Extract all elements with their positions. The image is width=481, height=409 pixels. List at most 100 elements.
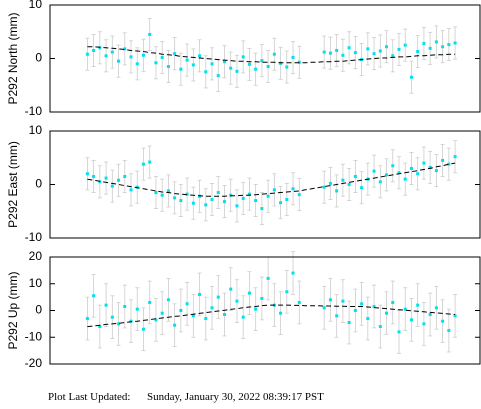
data-point — [285, 65, 289, 69]
data-point — [148, 300, 152, 304]
data-point — [434, 306, 438, 310]
y-tick-label: -10 — [25, 329, 43, 343]
data-point — [434, 169, 438, 173]
data-point — [216, 74, 220, 78]
data-point — [229, 66, 233, 70]
data-point — [154, 61, 158, 65]
data-point — [92, 48, 96, 52]
data-point — [347, 321, 351, 325]
data-point — [85, 52, 89, 56]
data-point — [353, 174, 357, 178]
y-tick-label: 10 — [29, 0, 43, 11]
data-point — [160, 193, 164, 197]
data-point — [428, 46, 432, 50]
data-point — [297, 60, 301, 64]
data-point — [335, 314, 339, 318]
data-point — [391, 54, 395, 58]
y-axis-label: P292 Up (mm) — [6, 271, 20, 349]
data-point — [104, 176, 108, 180]
data-point — [210, 197, 214, 201]
data-point — [141, 53, 145, 57]
data-point — [378, 180, 382, 184]
panel: P292 East (mm) -10 0 10 — [6, 123, 481, 244]
data-point — [235, 299, 239, 303]
data-point — [422, 161, 426, 165]
data-point — [229, 287, 233, 291]
data-point — [204, 317, 208, 321]
data-point — [135, 62, 139, 66]
data-point — [204, 203, 208, 207]
data-point — [428, 165, 432, 169]
y-tick-label: 20 — [29, 249, 43, 263]
data-point — [397, 47, 401, 51]
data-point — [403, 177, 407, 181]
data-point — [366, 317, 370, 321]
data-point — [328, 298, 332, 302]
data-point — [222, 313, 226, 317]
data-point — [447, 162, 451, 166]
data-point — [191, 314, 195, 318]
trend-line — [87, 304, 456, 328]
data-point — [279, 201, 283, 205]
data-point — [185, 302, 189, 306]
data-point — [347, 183, 351, 186]
data-point — [297, 300, 301, 304]
y-tick-label: -10 — [25, 104, 43, 118]
data-point — [266, 194, 270, 198]
data-point — [341, 178, 345, 182]
data-point — [391, 164, 395, 168]
data-point — [285, 197, 289, 201]
data-point — [135, 185, 139, 189]
data-point — [385, 45, 389, 49]
trend-line — [87, 46, 456, 64]
y-tick-label: 10 — [29, 276, 43, 290]
data-point — [166, 189, 170, 193]
data-point — [291, 271, 295, 275]
panel: P292 North (mm) -10 0 10 — [6, 0, 481, 118]
y-axis-label: P292 East (mm) — [6, 141, 20, 228]
data-point — [372, 169, 376, 173]
data-point — [198, 194, 202, 198]
data-point — [173, 52, 177, 56]
data-point — [135, 307, 139, 311]
data-point — [191, 201, 195, 205]
plot-frame — [49, 130, 481, 239]
data-point — [198, 292, 202, 296]
data-point — [328, 181, 332, 185]
data-point — [366, 47, 370, 51]
data-point — [110, 184, 114, 188]
data-point — [110, 50, 114, 54]
data-point — [441, 158, 445, 162]
y-tick-label: 0 — [35, 177, 42, 191]
data-point — [353, 309, 357, 312]
y-tick-label: 0 — [35, 303, 42, 317]
data-point — [409, 318, 413, 322]
data-point — [416, 172, 420, 176]
data-point — [447, 329, 451, 333]
data-point — [191, 63, 195, 67]
y-tick-label: -10 — [25, 230, 43, 244]
data-point — [297, 193, 301, 197]
data-point — [422, 322, 426, 326]
data-point — [260, 296, 264, 300]
data-point — [422, 42, 426, 46]
data-point — [92, 294, 96, 298]
data-point — [291, 187, 295, 191]
data-point — [360, 186, 364, 190]
data-point — [260, 207, 264, 211]
data-point — [254, 199, 258, 203]
data-point — [241, 196, 245, 200]
plot-frame — [49, 4, 481, 113]
data-point — [247, 62, 251, 66]
data-point — [272, 52, 276, 56]
data-point — [241, 315, 245, 319]
data-point — [210, 306, 214, 310]
data-point — [117, 322, 121, 326]
data-point — [416, 303, 420, 307]
plot-frame — [49, 256, 481, 365]
data-point — [85, 317, 89, 321]
data-point — [160, 311, 164, 315]
data-point — [185, 192, 189, 196]
data-point — [92, 174, 96, 178]
